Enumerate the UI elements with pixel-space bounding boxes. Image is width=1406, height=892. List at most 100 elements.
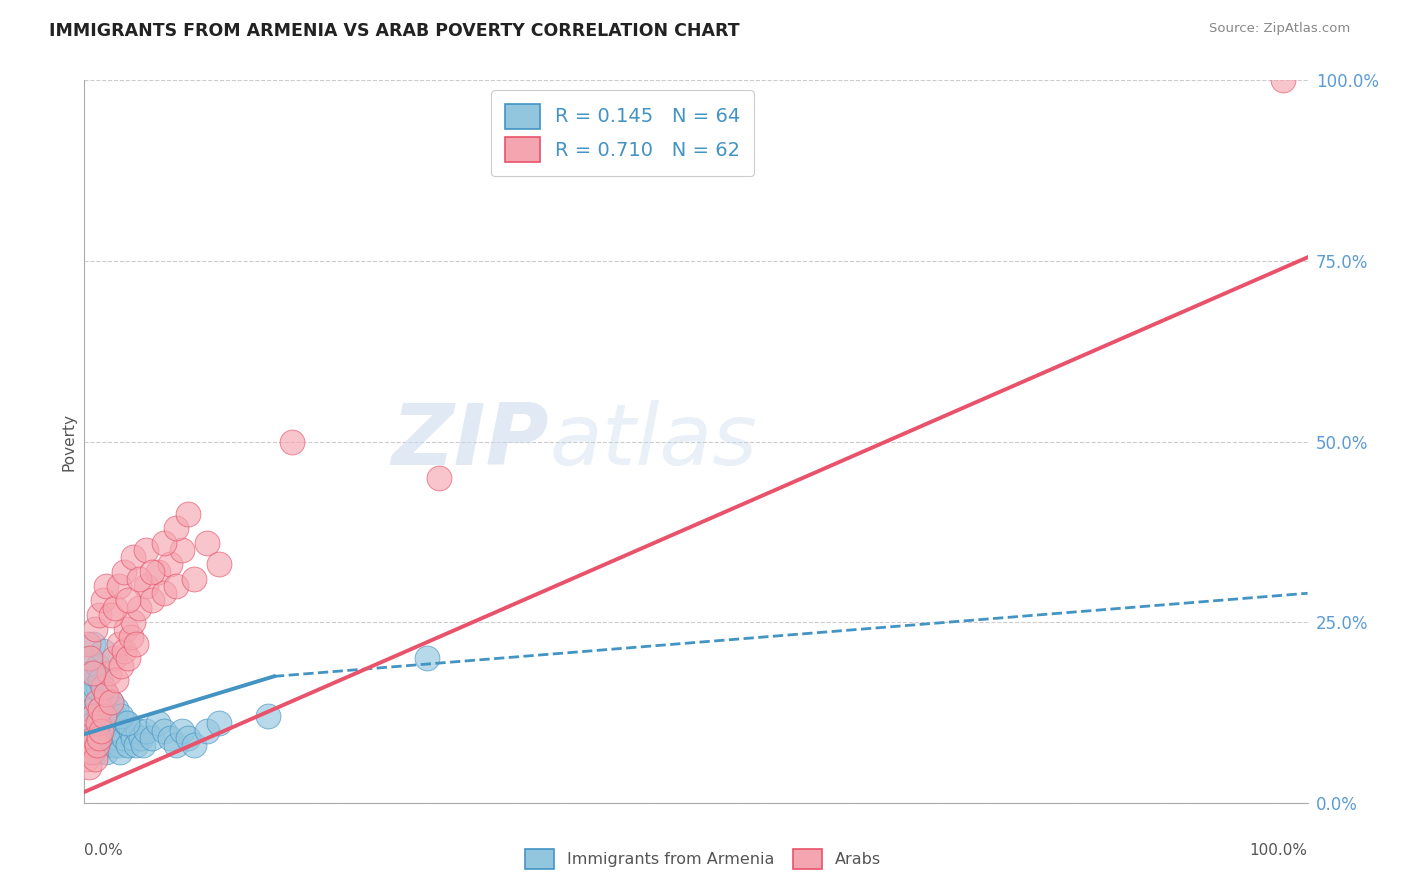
Point [107,738,129,752]
Point [146,565,169,579]
Point [153,723,176,738]
Point [427,470,450,484]
Point [89,702,111,716]
Point [105,723,128,738]
Point [115,716,138,731]
Point [87,709,110,723]
Point [83,716,105,731]
Point [108,745,131,759]
Point [82,709,104,723]
Point [79,695,101,709]
Point [76,738,98,752]
Point [128,600,150,615]
Point [91,695,114,709]
Point [112,644,135,658]
Point [141,593,163,607]
Point [281,434,304,449]
Point [84,752,107,766]
Point [165,521,187,535]
Point [122,550,145,565]
Point [77,651,100,665]
Point [103,738,125,752]
Point [100,731,122,745]
Point [159,558,181,572]
Point [83,731,105,745]
Point [104,600,127,615]
Point [90,723,112,738]
Point [117,593,139,607]
Text: ZIP: ZIP [391,400,550,483]
Point [86,745,108,759]
Point [93,716,115,731]
Point [141,731,163,745]
Text: IMMIGRANTS FROM ARMENIA VS ARAB POVERTY CORRELATION CHART: IMMIGRANTS FROM ARMENIA VS ARAB POVERTY … [49,22,740,40]
Point [94,731,117,745]
Point [82,702,104,716]
Point [97,723,120,738]
Point [165,579,187,593]
Point [101,716,124,731]
Point [153,586,176,600]
Point [82,665,104,680]
Point [77,760,100,774]
Point [89,673,111,687]
Point [77,738,100,752]
Point [107,579,129,593]
Point [91,644,114,658]
Point [107,637,129,651]
Point [135,723,157,738]
Point [416,651,439,665]
Point [77,637,100,651]
Point [159,731,181,745]
Point [172,723,194,738]
Point [135,579,157,593]
Point [110,709,132,723]
Point [84,731,107,745]
Point [183,572,205,586]
Text: atlas: atlas [550,400,758,483]
Point [79,665,101,680]
Point [80,687,103,701]
Point [93,709,115,723]
Point [117,738,139,752]
Point [110,723,132,738]
Point [90,738,112,752]
Point [87,716,110,731]
Point [172,542,194,557]
Point [208,716,231,731]
Point [80,745,103,759]
Point [96,745,118,759]
Point [115,716,138,731]
Point [100,607,122,622]
Point [122,615,145,630]
Point [1272,73,1295,87]
Point [100,695,122,709]
Point [128,572,150,586]
Point [141,565,163,579]
Legend: R = 0.145   N = 64, R = 0.710   N = 62: R = 0.145 N = 64, R = 0.710 N = 62 [491,90,754,176]
Point [86,738,108,752]
Point [91,593,114,607]
Point [86,695,108,709]
Point [132,738,155,752]
Point [110,658,132,673]
Point [208,558,231,572]
Text: 0.0%: 0.0% [84,843,124,857]
Point [103,651,125,665]
Y-axis label: Poverty: Poverty [60,412,76,471]
Point [87,680,110,694]
Point [183,738,205,752]
Point [112,565,135,579]
Point [195,535,218,549]
Point [87,658,110,673]
Point [76,752,98,766]
Point [105,702,128,716]
Point [105,731,128,745]
Point [84,623,107,637]
Point [79,651,101,665]
Text: 100.0%: 100.0% [1250,843,1308,857]
Point [104,709,127,723]
Point [100,695,122,709]
Point [177,731,200,745]
Point [96,579,118,593]
